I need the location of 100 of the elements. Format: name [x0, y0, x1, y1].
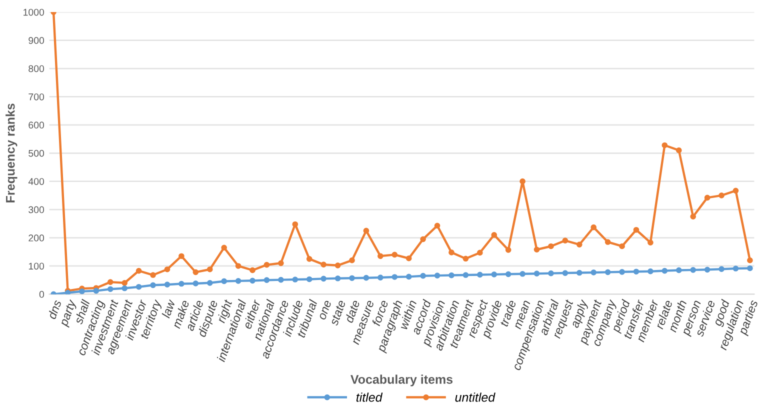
point — [164, 266, 170, 272]
point — [136, 268, 142, 274]
point — [732, 188, 739, 194]
point — [576, 270, 582, 276]
point — [278, 276, 284, 283]
y-tick-label: 500 — [28, 150, 44, 157]
legend-label: untitled — [455, 392, 496, 402]
y-tick-label: 0 — [39, 290, 44, 298]
point — [718, 192, 724, 198]
point — [491, 272, 498, 278]
point — [320, 262, 326, 268]
point — [491, 232, 498, 238]
point — [590, 224, 597, 230]
point — [136, 284, 142, 290]
point — [590, 270, 597, 276]
point — [178, 253, 184, 260]
y-tick-label: 900 — [28, 37, 44, 44]
point — [462, 272, 469, 278]
point — [562, 238, 568, 244]
point — [476, 250, 483, 256]
point — [648, 240, 654, 246]
point — [704, 194, 710, 201]
point — [334, 262, 341, 268]
point — [192, 269, 199, 276]
y-tick-label: 600 — [28, 122, 44, 129]
point — [548, 243, 554, 250]
y-tick-label: 800 — [28, 65, 44, 72]
x-tick-label: state — [330, 300, 346, 326]
point — [250, 267, 256, 274]
point — [420, 236, 426, 242]
point — [122, 285, 128, 292]
point — [434, 222, 440, 229]
point — [122, 280, 128, 286]
point — [235, 263, 242, 269]
point — [378, 253, 384, 260]
point — [548, 270, 554, 276]
point — [334, 275, 341, 282]
point — [534, 246, 540, 253]
point — [378, 274, 384, 280]
point — [178, 280, 184, 287]
point — [690, 267, 696, 273]
point — [392, 252, 398, 258]
point — [306, 256, 312, 262]
point — [79, 288, 85, 294]
y-tick-label: 300 — [28, 206, 44, 214]
point — [206, 266, 213, 272]
x-axis-title: Vocabulary items — [350, 374, 453, 386]
point — [534, 270, 540, 277]
point — [278, 260, 284, 266]
point — [520, 270, 526, 277]
point — [107, 286, 114, 292]
legend-label: titled — [356, 392, 383, 402]
point — [349, 275, 355, 282]
y-tick-label: 700 — [28, 93, 44, 100]
point — [363, 228, 370, 234]
point — [520, 178, 526, 184]
point — [704, 266, 710, 273]
point — [392, 274, 398, 280]
point — [476, 272, 483, 278]
point — [648, 268, 654, 274]
y-axis-title: Frequency ranks — [6, 104, 18, 202]
point — [604, 239, 611, 245]
x-tick-label: law — [161, 298, 176, 318]
point — [576, 242, 582, 248]
point — [732, 266, 739, 272]
point — [292, 276, 298, 282]
point — [505, 246, 512, 253]
point — [150, 282, 156, 288]
point — [420, 272, 426, 279]
point — [406, 274, 412, 280]
point — [448, 250, 454, 256]
point — [676, 267, 682, 274]
x-tick-label: trade — [499, 299, 516, 327]
y-tick-label: 400 — [28, 178, 44, 185]
y-tick-label: 1000 — [24, 8, 44, 16]
point — [662, 268, 668, 274]
point — [462, 256, 469, 262]
point — [264, 277, 270, 283]
point — [206, 280, 213, 286]
point — [690, 214, 696, 220]
point — [505, 271, 512, 278]
point — [363, 274, 370, 281]
point — [619, 268, 625, 275]
point — [349, 257, 355, 264]
x-tick-label: one — [319, 300, 332, 320]
point — [192, 280, 199, 286]
point — [662, 142, 668, 148]
point — [604, 269, 611, 276]
point — [306, 276, 312, 282]
point — [264, 262, 270, 268]
point — [235, 278, 242, 284]
point — [747, 265, 753, 272]
point — [676, 147, 682, 154]
point — [221, 278, 227, 284]
point — [633, 226, 640, 233]
x-tick-label: dns — [47, 299, 62, 320]
point — [434, 272, 440, 278]
point — [320, 276, 326, 282]
point — [448, 272, 454, 278]
point — [747, 257, 753, 264]
